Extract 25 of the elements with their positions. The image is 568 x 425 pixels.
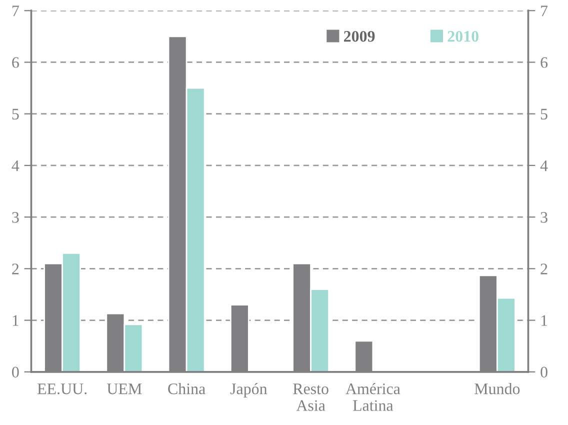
y2-tick-label: 0: [540, 366, 548, 378]
x-tick-label: EE.UU.: [37, 384, 87, 394]
y2-tick-label: 7: [541, 6, 548, 16]
x-tick-label: Mundo: [474, 382, 520, 394]
y-tick-label: 4: [12, 160, 20, 171]
y-tick-label: 5: [12, 108, 19, 120]
x-tick-label: Japón: [230, 382, 268, 398]
y2-tick-label: 6: [540, 57, 548, 68]
y-tick-label: 1: [12, 315, 18, 326]
x-tick-label: Resto Asia: [293, 384, 328, 411]
y-tick-label: 6: [12, 57, 19, 68]
y-tick-label: 2: [12, 264, 19, 274]
legend-label: 2009: [344, 30, 375, 42]
y-tick-label: 0: [12, 366, 19, 378]
y-tick-label: 3: [12, 212, 19, 223]
y2-tick-label: 3: [540, 212, 548, 223]
x-tick-label: China: [168, 382, 206, 394]
legend-label: 2010: [448, 30, 478, 42]
y2-tick-label: 2: [540, 264, 548, 274]
y2-tick-label: 1: [541, 315, 548, 326]
y-tick-label: 7: [12, 6, 19, 16]
x-tick-label: América Latina: [346, 382, 400, 411]
y2-tick-label: 5: [540, 108, 548, 120]
y2-tick-label: 4: [540, 160, 548, 171]
x-tick-label: UEM: [107, 384, 142, 394]
